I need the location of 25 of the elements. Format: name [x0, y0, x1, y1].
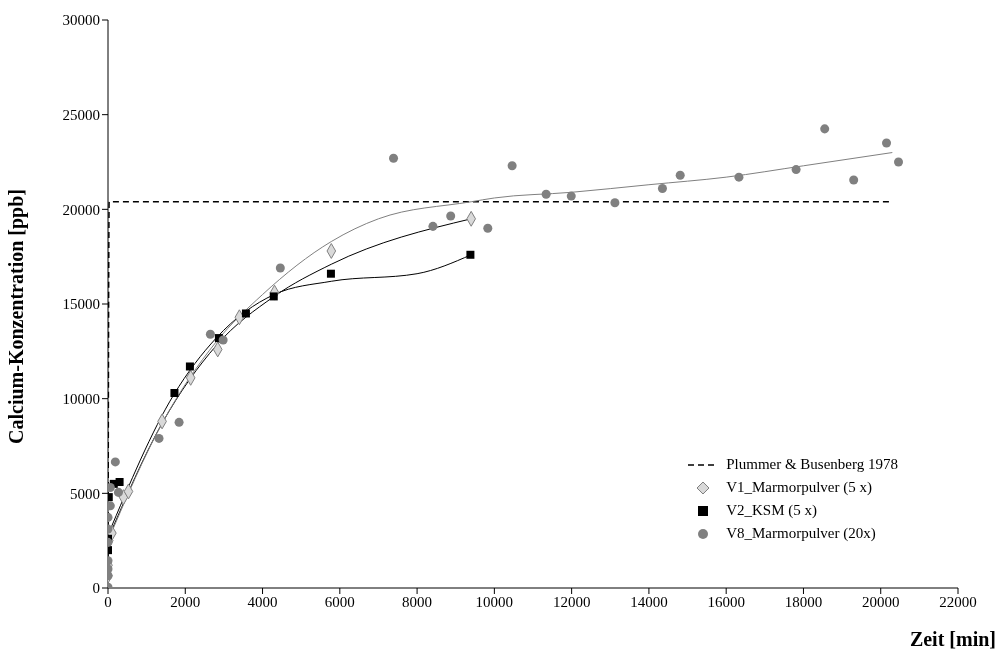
y-tick-label: 5000: [70, 485, 100, 502]
x-axis-title: Zeit [min]: [909, 628, 996, 650]
x-tick-label: 18000: [784, 593, 823, 610]
x-tick-label: 6000: [324, 593, 355, 610]
y-tick-label: 30000: [62, 12, 100, 29]
x-tick-label: 20000: [861, 593, 900, 610]
y-tick-label: 0: [92, 580, 100, 597]
y-tick-label: 15000: [62, 296, 100, 313]
y-axis-title: Calcium-Konzentration [ppb]: [5, 189, 29, 444]
x-tick-label: 2000: [170, 593, 201, 610]
x-tick-label: 10000: [475, 593, 514, 610]
legend-label: Plummer & Busenberg 1978: [726, 456, 898, 473]
x-tick-label: 22000: [939, 593, 977, 610]
y-tick-label: 25000: [62, 106, 100, 123]
x-tick-label: 16000: [707, 593, 745, 610]
x-tick-label: 0: [104, 593, 112, 610]
y-tick-label: 10000: [62, 390, 100, 407]
x-tick-label: 14000: [630, 593, 668, 610]
x-tick-label: 8000: [402, 593, 433, 610]
legend-label: V1_Marmorpulver (5 x): [726, 479, 872, 496]
legend-label: V8_Marmorpulver (20x): [726, 525, 876, 542]
legend-label: V2_KSM (5 x): [726, 502, 818, 519]
y-tick-label: 20000: [62, 201, 100, 218]
x-tick-label: 12000: [552, 593, 591, 610]
x-tick-label: 4000: [247, 593, 278, 610]
